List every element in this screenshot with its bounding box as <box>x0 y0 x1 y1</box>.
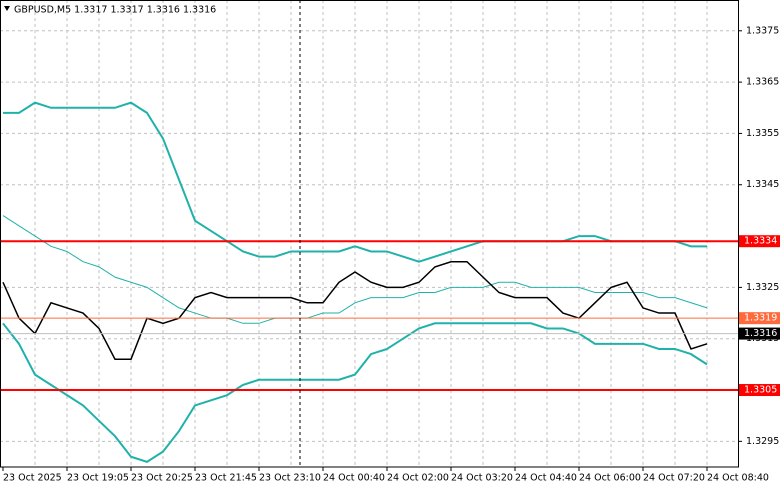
x-tick-label: 23 Oct 20:25 <box>131 473 193 484</box>
y-tick-label: 1.3345 <box>746 179 779 190</box>
y-tick-label: 1.3325 <box>746 282 779 293</box>
y-tick-label: 1.3365 <box>746 77 779 88</box>
x-tick-label: 23 Oct 19:05 <box>67 473 129 484</box>
series-line <box>3 101 707 263</box>
x-tick-label: 24 Oct 03:20 <box>451 473 513 484</box>
level-label-box <box>739 384 780 397</box>
frame <box>0 0 739 468</box>
series-line <box>2 322 708 463</box>
x-tick-label: 23 Oct 2025 <box>3 473 62 484</box>
x-tick-label: 23 Oct 23:10 <box>259 473 321 484</box>
x-tick-label: 24 Oct 08:40 <box>707 473 769 484</box>
x-tick-label: 24 Oct 07:20 <box>643 473 705 484</box>
title-icon <box>4 6 10 11</box>
level-label: 1.3305 <box>744 385 777 396</box>
x-tick-label: 23 Oct 21:45 <box>195 473 257 484</box>
x-tick-label: 24 Oct 02:00 <box>387 473 449 484</box>
x-tick-label: 24 Oct 00:40 <box>323 473 385 484</box>
y-tick-label: 1.3295 <box>746 436 779 447</box>
plot <box>0 101 738 463</box>
last-price-label: 1.3316 <box>744 328 777 339</box>
level-label-box <box>739 235 780 248</box>
y-tick-label: 1.3355 <box>746 128 779 139</box>
series-line <box>2 260 708 360</box>
level-label: 1.3319 <box>744 313 777 324</box>
last-price-box <box>739 327 780 340</box>
chart-title: GBPUSD,M5 1.3317 1.3317 1.3316 1.3316 <box>14 5 216 16</box>
axes: 1.32951.33051.33151.33251.33451.33551.33… <box>2 25 780 484</box>
x-tick-label: 24 Oct 04:40 <box>515 473 577 484</box>
level-label: 1.3334 <box>744 236 777 247</box>
series-line <box>2 215 708 324</box>
y-tick-label: 1.3375 <box>746 25 779 36</box>
level-label-box <box>739 312 780 325</box>
x-tick-label: 24 Oct 06:00 <box>579 473 641 484</box>
